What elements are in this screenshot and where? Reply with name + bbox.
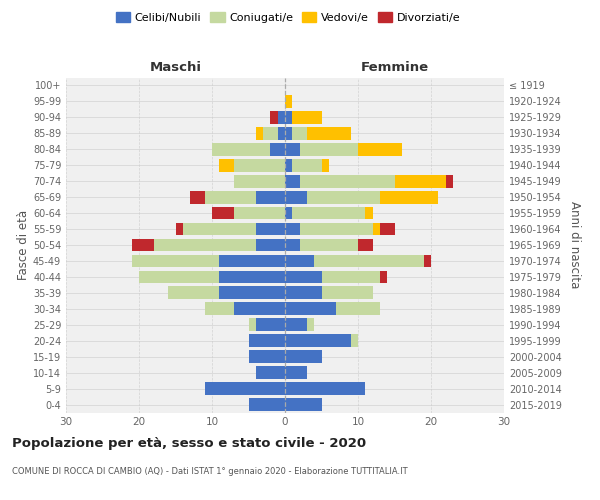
Bar (292, 111, 322, 124)
Bar (307, 127, 350, 140)
Bar (256, 222, 285, 235)
Bar (139, 270, 220, 283)
Y-axis label: Anni di nascita: Anni di nascita (568, 202, 581, 288)
Bar (256, 366, 285, 379)
Bar (212, 206, 234, 220)
Bar (380, 222, 395, 235)
Text: COMUNE DI ROCCA DI CAMBIO (AQ) - Dati ISTAT 1° gennaio 2020 - Elaborazione TUTTI: COMUNE DI ROCCA DI CAMBIO (AQ) - Dati IS… (12, 468, 407, 476)
Bar (285, 334, 350, 347)
Bar (248, 334, 285, 347)
Bar (285, 318, 307, 331)
Text: Femmine: Femmine (361, 62, 428, 74)
Bar (285, 286, 322, 299)
Bar (285, 366, 307, 379)
Bar (278, 127, 285, 140)
Bar (285, 382, 365, 395)
Bar (373, 222, 380, 235)
Bar (424, 254, 431, 268)
Bar (285, 127, 292, 140)
Bar (299, 222, 373, 235)
Text: Popolazione per età, sesso e stato civile - 2020: Popolazione per età, sesso e stato civil… (12, 438, 366, 450)
Bar (220, 286, 285, 299)
Bar (234, 175, 285, 188)
Bar (395, 175, 446, 188)
Bar (285, 254, 314, 268)
Bar (271, 143, 285, 156)
Bar (380, 270, 387, 283)
Bar (307, 318, 314, 331)
Bar (132, 238, 154, 252)
Bar (220, 270, 285, 283)
Bar (380, 191, 438, 203)
Bar (322, 159, 329, 172)
Y-axis label: Fasce di età: Fasce di età (17, 210, 30, 280)
Bar (278, 111, 285, 124)
Bar (256, 127, 263, 140)
Bar (248, 318, 256, 331)
Bar (234, 302, 285, 315)
Bar (205, 382, 285, 395)
Legend: Celibi/Nubili, Coniugati/e, Vedovi/e, Divorziati/e: Celibi/Nubili, Coniugati/e, Vedovi/e, Di… (112, 8, 464, 28)
Bar (322, 286, 373, 299)
Bar (285, 302, 336, 315)
Bar (183, 222, 256, 235)
Bar (446, 175, 453, 188)
Bar (365, 206, 373, 220)
Bar (350, 334, 358, 347)
Bar (322, 270, 380, 283)
Bar (285, 270, 322, 283)
Bar (190, 191, 205, 203)
Bar (285, 111, 292, 124)
Bar (263, 127, 278, 140)
Bar (256, 238, 285, 252)
Bar (175, 222, 183, 235)
Bar (285, 398, 322, 411)
Bar (256, 191, 285, 203)
Text: Maschi: Maschi (149, 62, 202, 74)
Bar (358, 143, 402, 156)
Bar (205, 191, 256, 203)
Bar (285, 175, 299, 188)
Bar (234, 159, 285, 172)
Bar (220, 159, 234, 172)
Bar (285, 222, 299, 235)
Bar (314, 254, 424, 268)
Bar (307, 191, 380, 203)
Bar (292, 206, 365, 220)
Bar (234, 206, 285, 220)
Bar (285, 191, 307, 203)
Bar (292, 127, 307, 140)
Bar (154, 238, 256, 252)
Bar (220, 254, 285, 268)
Bar (285, 350, 322, 363)
Bar (299, 238, 358, 252)
Bar (285, 159, 292, 172)
Bar (292, 159, 322, 172)
Bar (248, 350, 285, 363)
Bar (285, 206, 292, 220)
Bar (285, 238, 299, 252)
Bar (299, 143, 358, 156)
Bar (285, 95, 292, 108)
Bar (168, 286, 220, 299)
Bar (271, 111, 278, 124)
Bar (256, 318, 285, 331)
Bar (205, 302, 234, 315)
Bar (358, 238, 373, 252)
Bar (299, 175, 395, 188)
Bar (212, 143, 271, 156)
Bar (336, 302, 380, 315)
Bar (248, 398, 285, 411)
Bar (285, 143, 299, 156)
Bar (132, 254, 220, 268)
